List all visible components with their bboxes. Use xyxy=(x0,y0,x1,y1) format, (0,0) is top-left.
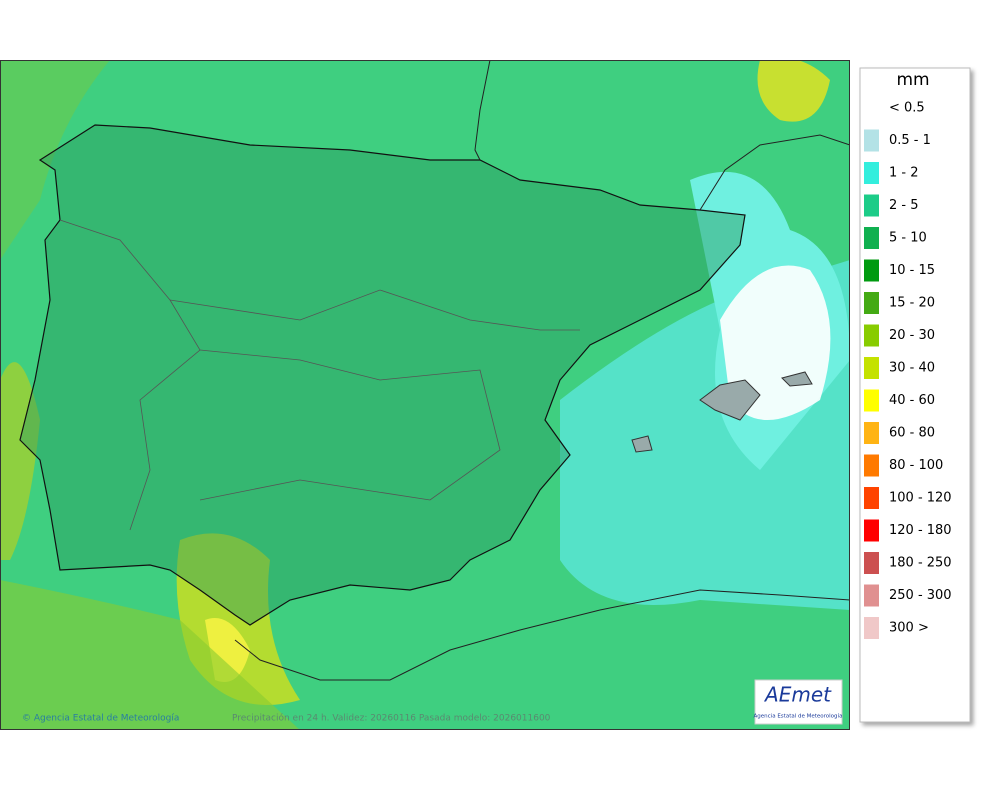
legend-swatch xyxy=(864,617,879,639)
legend-label: 10 - 15 xyxy=(889,263,935,278)
border xyxy=(169,289,580,331)
mallorca xyxy=(699,379,761,421)
legend-label: 30 - 40 xyxy=(889,361,935,376)
legend-swatch xyxy=(864,162,879,184)
map xyxy=(0,60,850,730)
legend-swatch xyxy=(864,389,879,412)
ibiza xyxy=(631,435,653,453)
wet-area xyxy=(0,362,40,560)
legend-swatch xyxy=(864,552,879,574)
map-frame xyxy=(0,60,850,730)
legend-label: 15 - 20 xyxy=(889,296,935,311)
logo-box xyxy=(754,679,843,725)
legend-swatch xyxy=(864,259,879,282)
legend-label: 40 - 60 xyxy=(889,393,935,408)
legend-label: 120 - 180 xyxy=(889,523,952,538)
legend-swatch xyxy=(864,357,879,379)
france-coast xyxy=(474,60,491,161)
legend-swatch xyxy=(864,487,879,509)
wet-area xyxy=(757,60,830,122)
legend-label: 180 - 250 xyxy=(889,556,952,571)
france-coast xyxy=(699,134,850,211)
legend-swatch xyxy=(864,422,879,444)
legend-swatch xyxy=(864,454,879,477)
legend-swatch xyxy=(864,584,879,607)
legend-swatch xyxy=(864,194,879,217)
wet-area xyxy=(0,580,300,730)
menorca xyxy=(781,371,813,387)
legend-swatch xyxy=(864,324,879,347)
copyright: © Agencia Estatal de Meteorología xyxy=(22,714,179,724)
legend-title: mm xyxy=(896,70,929,90)
legend-label: 20 - 30 xyxy=(889,328,935,343)
logo-subtitle: Agencia Estatal de Meteorología xyxy=(754,713,843,720)
legend-label: 2 - 5 xyxy=(889,198,919,213)
legend-swatch xyxy=(864,129,879,152)
legend-label: 60 - 80 xyxy=(889,426,935,441)
africa-coast xyxy=(234,589,850,681)
legend-label: < 0.5 xyxy=(889,101,925,116)
legend-label: 5 - 10 xyxy=(889,231,927,246)
border xyxy=(199,349,501,501)
legend-label: 300 > xyxy=(889,621,929,636)
legend-swatch xyxy=(864,292,879,314)
logo-name: AEmet xyxy=(763,683,832,707)
legend-label: 1 - 2 xyxy=(889,166,919,181)
legend-swatch xyxy=(864,519,879,542)
legend-label: 250 - 300 xyxy=(889,588,952,603)
legend-label: 80 - 100 xyxy=(889,458,943,473)
legend-swatch xyxy=(864,227,879,249)
caption: Precipitación en 24 h. Validez: 20260116… xyxy=(232,713,551,724)
legend-label: 100 - 120 xyxy=(889,491,952,506)
legend-label: 0.5 - 1 xyxy=(889,133,931,148)
wet-area xyxy=(0,60,110,260)
